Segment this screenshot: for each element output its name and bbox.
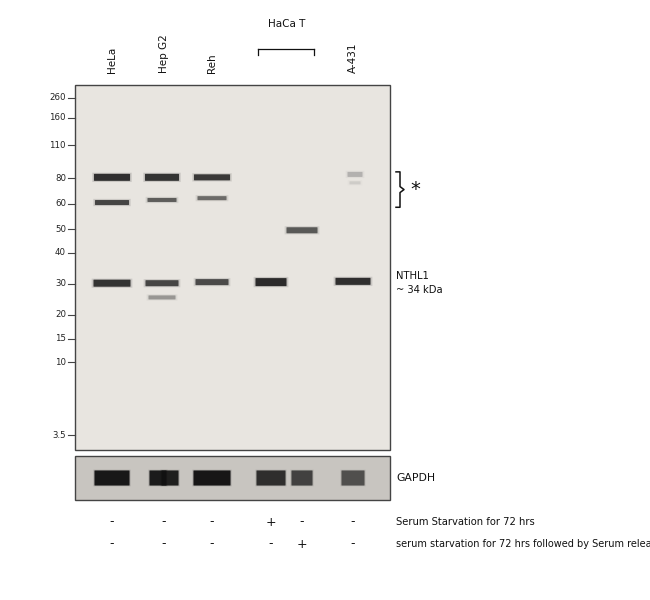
FancyBboxPatch shape <box>341 470 366 487</box>
FancyBboxPatch shape <box>193 174 231 181</box>
Text: +: + <box>296 538 307 551</box>
FancyBboxPatch shape <box>146 197 179 203</box>
FancyBboxPatch shape <box>92 278 133 288</box>
Text: 260: 260 <box>49 93 66 102</box>
Text: 60: 60 <box>55 199 66 208</box>
FancyBboxPatch shape <box>161 470 179 485</box>
FancyBboxPatch shape <box>146 197 177 203</box>
Text: -: - <box>351 538 356 551</box>
Text: -: - <box>162 538 166 551</box>
FancyBboxPatch shape <box>144 173 180 181</box>
FancyBboxPatch shape <box>287 227 317 233</box>
Text: HeLa: HeLa <box>107 47 117 73</box>
FancyBboxPatch shape <box>94 280 131 287</box>
FancyBboxPatch shape <box>148 470 168 487</box>
FancyBboxPatch shape <box>150 470 166 485</box>
FancyBboxPatch shape <box>92 279 131 287</box>
FancyBboxPatch shape <box>196 195 229 202</box>
FancyBboxPatch shape <box>146 280 179 286</box>
FancyBboxPatch shape <box>144 279 181 287</box>
Text: -: - <box>210 538 215 551</box>
FancyBboxPatch shape <box>92 173 132 182</box>
FancyBboxPatch shape <box>94 199 130 206</box>
FancyBboxPatch shape <box>93 199 131 206</box>
FancyBboxPatch shape <box>194 175 230 181</box>
FancyBboxPatch shape <box>198 196 226 200</box>
Bar <box>75 456 390 500</box>
Text: 3.5: 3.5 <box>53 431 66 440</box>
Text: 15: 15 <box>55 334 66 343</box>
FancyBboxPatch shape <box>143 173 181 182</box>
FancyBboxPatch shape <box>335 278 370 285</box>
FancyBboxPatch shape <box>95 200 129 205</box>
Text: -: - <box>300 515 304 529</box>
Text: 50: 50 <box>55 224 66 233</box>
FancyBboxPatch shape <box>291 470 313 485</box>
Text: -: - <box>210 515 215 529</box>
Text: -: - <box>110 538 114 551</box>
Text: 30: 30 <box>55 280 66 289</box>
Text: HaCa T: HaCa T <box>268 19 306 29</box>
FancyBboxPatch shape <box>94 470 131 487</box>
FancyBboxPatch shape <box>333 277 372 286</box>
FancyBboxPatch shape <box>94 174 130 181</box>
FancyBboxPatch shape <box>335 277 372 286</box>
Text: 160: 160 <box>49 113 66 122</box>
Text: *: * <box>410 180 420 199</box>
FancyBboxPatch shape <box>194 470 231 485</box>
Text: NTHL1
~ 34 kDa: NTHL1 ~ 34 kDa <box>396 271 443 295</box>
FancyBboxPatch shape <box>254 277 289 287</box>
Text: GAPDH: GAPDH <box>396 473 435 483</box>
FancyBboxPatch shape <box>255 277 287 287</box>
FancyBboxPatch shape <box>94 470 129 485</box>
FancyBboxPatch shape <box>144 280 179 287</box>
FancyBboxPatch shape <box>341 470 365 485</box>
FancyBboxPatch shape <box>196 279 229 285</box>
FancyBboxPatch shape <box>196 196 227 201</box>
FancyBboxPatch shape <box>257 470 285 485</box>
FancyBboxPatch shape <box>192 470 231 487</box>
FancyBboxPatch shape <box>149 470 167 486</box>
FancyBboxPatch shape <box>192 173 232 182</box>
Text: A-431: A-431 <box>348 43 358 73</box>
Text: Serum Starvation for 72 hrs: Serum Starvation for 72 hrs <box>396 517 535 527</box>
FancyBboxPatch shape <box>291 470 313 486</box>
FancyBboxPatch shape <box>193 470 231 486</box>
FancyBboxPatch shape <box>93 173 131 181</box>
FancyBboxPatch shape <box>256 470 286 486</box>
FancyBboxPatch shape <box>341 470 365 486</box>
FancyBboxPatch shape <box>291 470 314 487</box>
Bar <box>75 85 390 450</box>
Text: 10: 10 <box>55 358 66 367</box>
Text: -: - <box>110 515 114 529</box>
Text: serum starvation for 72 hrs followed by Serum release for 24 hrs: serum starvation for 72 hrs followed by … <box>396 539 650 549</box>
FancyBboxPatch shape <box>255 278 287 286</box>
FancyBboxPatch shape <box>148 198 177 202</box>
Text: Hep G2: Hep G2 <box>159 34 169 73</box>
Text: 20: 20 <box>55 310 66 319</box>
FancyBboxPatch shape <box>348 172 363 177</box>
FancyBboxPatch shape <box>285 226 320 235</box>
FancyBboxPatch shape <box>350 181 361 184</box>
Text: -: - <box>351 515 356 529</box>
FancyBboxPatch shape <box>161 470 179 487</box>
FancyBboxPatch shape <box>145 174 179 181</box>
FancyBboxPatch shape <box>148 295 176 299</box>
Text: +: + <box>266 515 276 529</box>
Text: 80: 80 <box>55 173 66 182</box>
FancyBboxPatch shape <box>161 470 179 486</box>
Text: -: - <box>162 515 166 529</box>
Text: -: - <box>268 538 273 551</box>
Text: 40: 40 <box>55 248 66 257</box>
FancyBboxPatch shape <box>194 278 229 286</box>
Text: Reh: Reh <box>207 53 217 73</box>
FancyBboxPatch shape <box>255 470 287 487</box>
FancyBboxPatch shape <box>285 227 318 234</box>
FancyBboxPatch shape <box>194 278 231 286</box>
Text: 110: 110 <box>49 141 66 150</box>
FancyBboxPatch shape <box>94 470 130 486</box>
